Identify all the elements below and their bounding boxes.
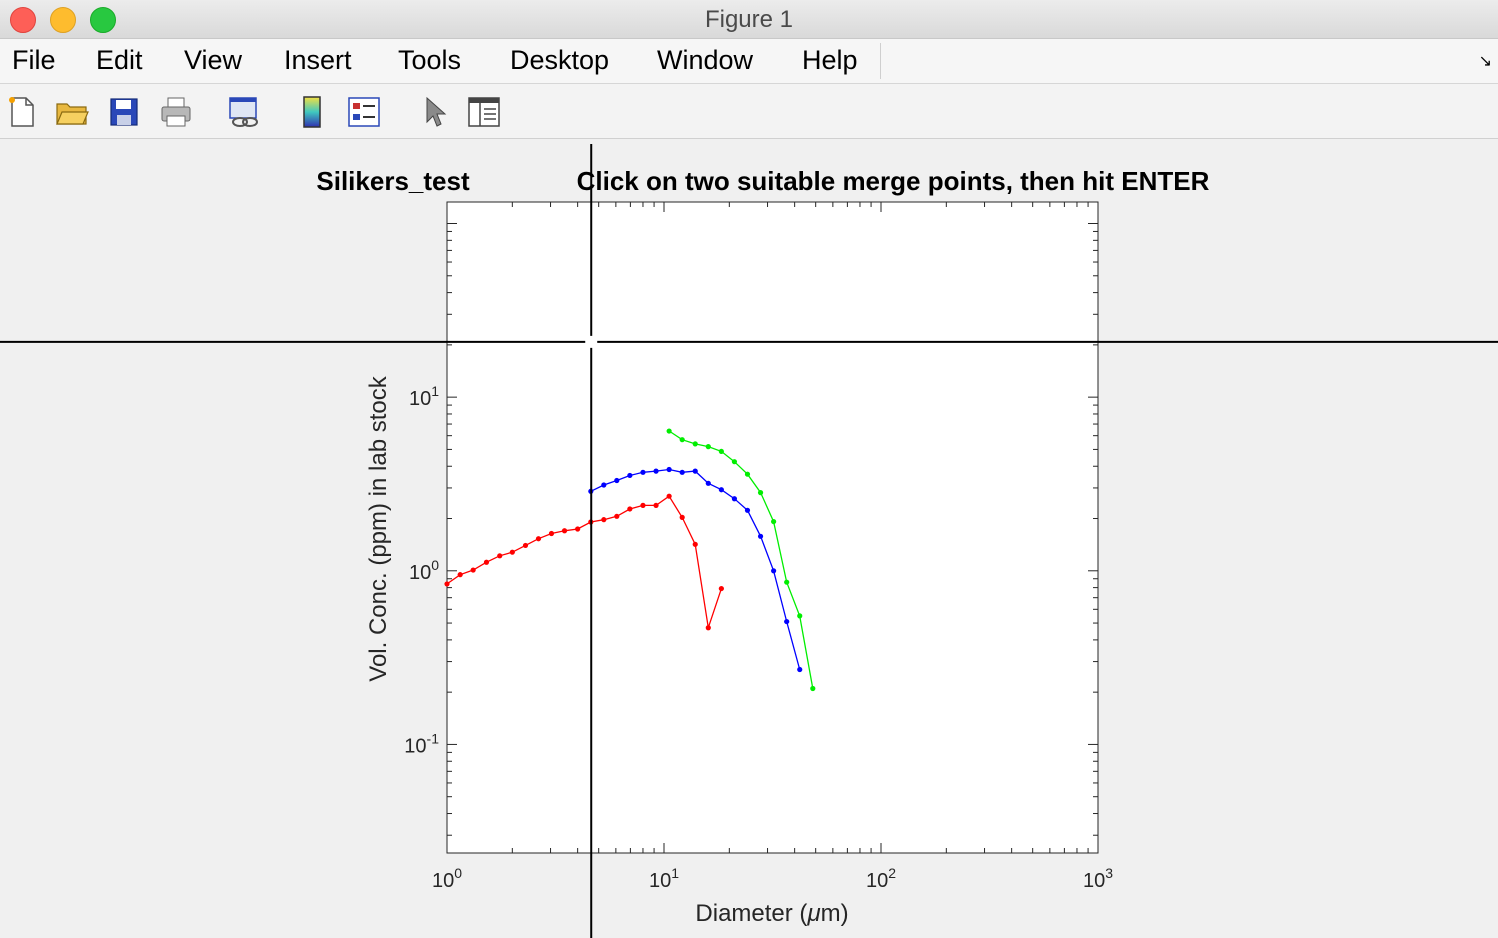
window-titlebar: Figure 1: [0, 0, 1498, 39]
data-point: [771, 518, 777, 525]
axes-background[interactable]: [446, 201, 1099, 854]
data-point: [797, 613, 803, 619]
data-point: [744, 507, 751, 513]
new-file-icon[interactable]: [4, 94, 40, 130]
menu-bar: File Edit View Insert Tools Desktop Wind…: [0, 39, 1498, 84]
data-point: [666, 466, 672, 473]
data-point: [718, 487, 724, 493]
y-axis-label: Vol. Conc. (ppm) in lab stock: [365, 375, 392, 681]
print-icon[interactable]: [158, 94, 194, 130]
chart-title-left: Silikers_test: [316, 166, 470, 196]
data-point: [705, 625, 711, 631]
data-point: [797, 666, 803, 673]
menu-tools[interactable]: Tools: [398, 45, 462, 75]
x-tick-label: 101: [649, 865, 679, 892]
data-point: [757, 533, 764, 539]
data-point: [692, 541, 698, 547]
colorbar-icon[interactable]: [294, 94, 330, 130]
series-line-0: [446, 495, 723, 628]
save-icon[interactable]: [106, 94, 142, 130]
data-point: [731, 459, 738, 465]
data-point: [457, 572, 463, 578]
y-tick-label: 10-1: [404, 730, 439, 757]
data-point: [810, 685, 816, 692]
data-point: [718, 585, 724, 592]
data-point: [757, 490, 764, 496]
data-point: [640, 502, 646, 508]
data-point: [653, 468, 659, 474]
figure-toolbar: [0, 84, 1498, 139]
data-series: [444, 428, 816, 692]
x-axis-label-mu: μ: [806, 900, 820, 927]
menu-insert[interactable]: Insert: [284, 45, 352, 75]
data-point: [653, 502, 659, 508]
close-window-button[interactable]: [10, 7, 36, 33]
menu-help[interactable]: Help: [802, 45, 858, 75]
x-tick-label: 103: [1083, 865, 1113, 892]
maximize-window-button[interactable]: [90, 7, 116, 33]
minimize-window-button[interactable]: [50, 7, 76, 33]
panel-icon[interactable]: [466, 94, 502, 130]
menu-desktop[interactable]: Desktop: [510, 45, 610, 75]
figure-canvas[interactable]: 100 101 102 103 10-1 100 101 Silikers_test Cl…: [0, 139, 1498, 938]
data-point: [705, 480, 711, 486]
x-axis-label-suffix: m): [821, 900, 849, 927]
data-point: [509, 549, 515, 555]
data-point: [601, 517, 607, 523]
data-point: [718, 448, 724, 455]
data-point: [444, 581, 450, 587]
y-tick-labels: 10-1 100 101: [404, 383, 439, 757]
data-point: [784, 618, 790, 625]
data-point: [535, 536, 542, 542]
data-point: [692, 441, 698, 447]
plot-area[interactable]: 100 101 102 103 10-1 100 101 Silikers_test Cl…: [0, 139, 1498, 938]
x-axis-label: Diameter (μm): [695, 900, 848, 927]
y-tick-label: 101: [409, 383, 439, 410]
data-point: [483, 559, 490, 565]
data-point: [771, 568, 777, 574]
axis-ticks: [446, 202, 1098, 853]
data-point: [627, 506, 633, 512]
data-point: [744, 471, 751, 477]
legend-icon[interactable]: [346, 94, 382, 130]
data-point: [666, 493, 672, 499]
data-point: [561, 528, 568, 534]
link-plot-icon[interactable]: [226, 94, 262, 130]
data-point: [548, 530, 555, 537]
y-tick-label: 100: [409, 557, 439, 584]
data-point: [614, 477, 620, 484]
data-point: [470, 567, 476, 573]
data-point: [679, 469, 685, 475]
open-folder-icon[interactable]: [54, 94, 90, 130]
menu-window[interactable]: Window: [657, 45, 754, 75]
data-point: [784, 579, 790, 585]
menu-edit[interactable]: Edit: [96, 45, 143, 75]
chart-title-instruction: Click on two suitable merge points, then…: [577, 166, 1210, 196]
data-point: [679, 437, 685, 443]
data-point: [614, 513, 620, 519]
x-axis-label-prefix: Diameter (: [695, 900, 807, 927]
x-tick-labels: 100 101 102 103: [432, 865, 1113, 892]
data-point: [522, 542, 529, 549]
data-point: [692, 468, 698, 474]
data-point: [679, 514, 685, 520]
data-point: [705, 444, 711, 450]
data-point: [601, 482, 607, 488]
dock-figure-icon[interactable]: ↘: [1478, 53, 1492, 70]
menu-separator: [880, 43, 881, 79]
pointer-icon[interactable]: [416, 94, 452, 130]
x-tick-label: 100: [432, 865, 462, 892]
data-point: [640, 469, 646, 475]
x-tick-label: 102: [866, 865, 896, 892]
data-point: [666, 428, 672, 434]
menu-file[interactable]: File: [12, 45, 56, 75]
data-point: [575, 526, 581, 532]
data-point: [497, 553, 503, 559]
crosshair-cursor: [0, 144, 1498, 938]
data-point: [731, 496, 738, 502]
data-point: [627, 472, 633, 479]
window-title: Figure 1: [704, 6, 794, 33]
menu-view[interactable]: View: [184, 45, 243, 75]
